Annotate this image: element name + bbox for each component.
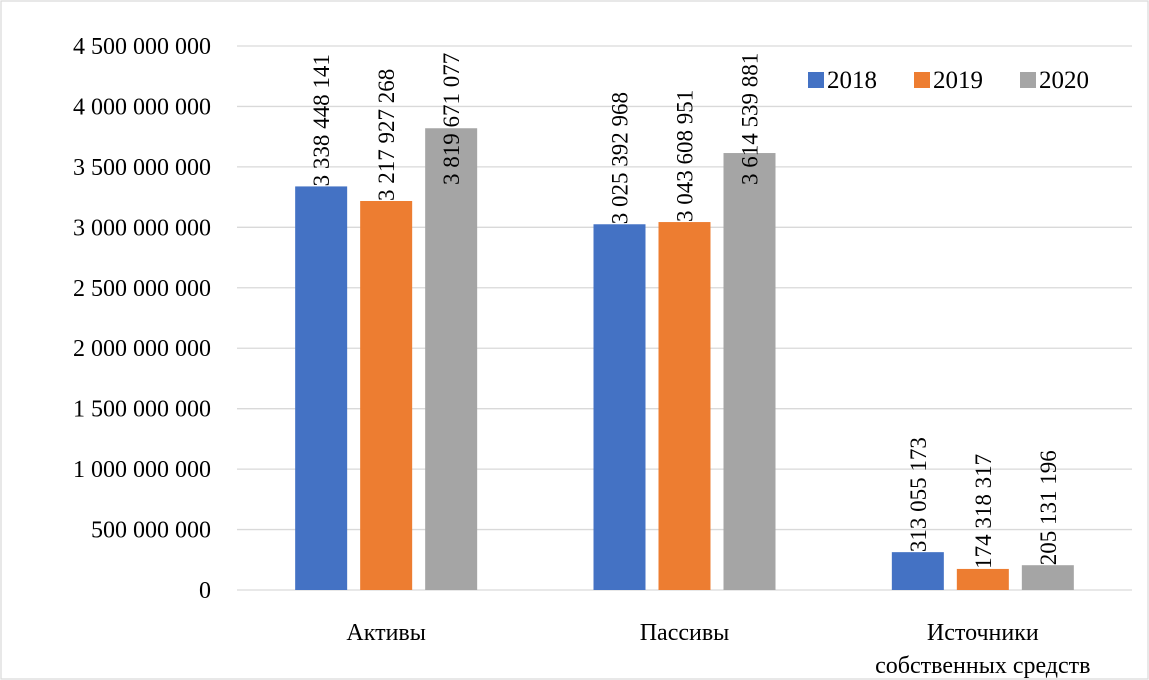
y-tick-label: 2 000 000 000	[73, 336, 211, 362]
bar	[891, 552, 944, 590]
x-tick-label: Пассивы	[640, 620, 730, 646]
legend-entry: 2020	[1039, 67, 1089, 94]
bar	[1021, 565, 1074, 590]
y-tick-label: 4 000 000 000	[73, 94, 211, 120]
data-label: 3 338 448 141	[309, 54, 334, 186]
legend-swatch	[1020, 72, 1036, 88]
data-label: 3 614 539 881	[738, 53, 763, 185]
bar	[723, 153, 776, 590]
data-label: 3 025 392 968	[608, 92, 633, 224]
x-axis-categories: Активы Пассивы Источники собственных средст…	[346, 620, 1090, 679]
bar	[295, 186, 348, 591]
bar	[658, 222, 711, 590]
y-tick-label: 2 500 000 000	[73, 276, 211, 302]
y-tick-label: 1 000 000 000	[73, 457, 211, 483]
legend-swatch	[808, 72, 824, 88]
bar	[360, 200, 413, 590]
y-tick-label: 0	[199, 578, 211, 604]
legend-entry: 2019	[933, 67, 983, 94]
data-label: 3 217 927 268	[374, 69, 399, 201]
legend-entry: 2018	[827, 67, 877, 94]
data-label: 174 318 317	[971, 454, 996, 569]
data-labels: 3 338 448 141 3 217 927 268 3 819 671 077 3…	[309, 53, 1061, 569]
bar	[956, 568, 1009, 590]
data-label: 3 819 671 077	[439, 53, 464, 185]
data-label: 205 131 196	[1036, 450, 1061, 565]
legend: 2018 2019 2020	[808, 67, 1089, 94]
bars	[295, 128, 1074, 591]
x-tick-label: собственных средств	[875, 653, 1090, 679]
y-tick-label: 3 500 000 000	[73, 155, 211, 181]
y-axis-ticks: 0 500 000 000 1 000 000 000 1 500 000 000 2 …	[73, 34, 211, 604]
y-tick-label: 500 000 000	[91, 518, 211, 544]
x-tick-label: Источники	[927, 620, 1039, 646]
data-label: 3 043 608 951	[673, 90, 698, 222]
y-tick-label: 4 500 000 000	[73, 34, 211, 60]
data-label: 313 055 173	[906, 437, 931, 552]
x-tick-label: Активы	[346, 620, 425, 646]
legend-swatch	[914, 72, 930, 88]
y-tick-label: 3 000 000 000	[73, 215, 211, 241]
y-tick-label: 1 500 000 000	[73, 397, 211, 423]
bar	[425, 128, 478, 590]
bar	[593, 224, 646, 590]
